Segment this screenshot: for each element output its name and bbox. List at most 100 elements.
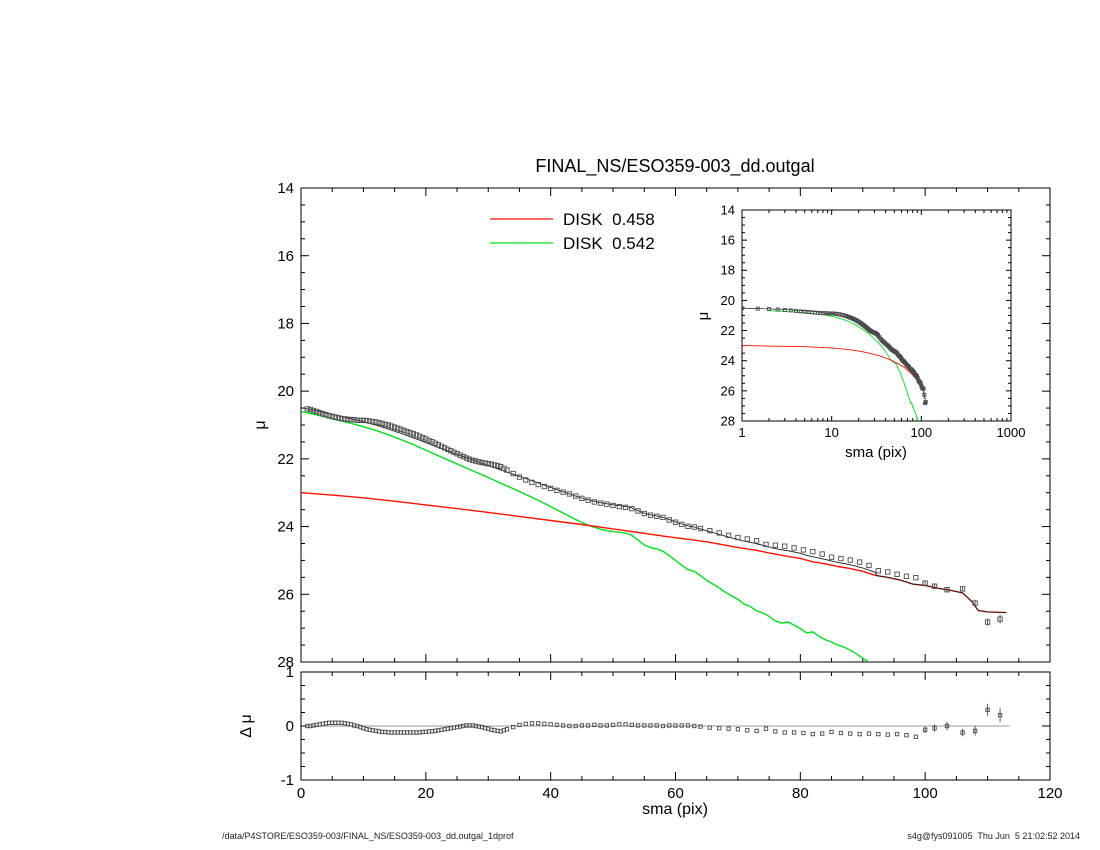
data-point-marker (404, 428, 410, 435)
data-point-marker (828, 554, 835, 560)
data-point-marker (441, 445, 448, 451)
data-point-marker (342, 416, 348, 422)
data-point-marker (716, 530, 722, 536)
inset-y-axis-title: μ (695, 312, 712, 321)
data-point-marker (572, 493, 579, 499)
data-point-marker (672, 519, 679, 525)
data-point-marker (800, 547, 807, 553)
residual-x-tick-label: 0 (297, 785, 305, 802)
data-point-marker (313, 408, 320, 415)
data-point-marker (654, 723, 659, 728)
residual-x-axis-title: sma (pix) (642, 801, 708, 818)
data-point-marker (825, 311, 830, 316)
data-point-marker (707, 725, 712, 730)
inset-observed-points (742, 306, 928, 406)
data-point-marker (535, 481, 541, 488)
data-point-marker (635, 508, 641, 514)
data-point-marker (438, 443, 445, 449)
data-point-marker (673, 723, 678, 728)
data-point-marker (494, 463, 501, 469)
data-point-marker (473, 458, 479, 464)
data-point-marker (579, 495, 585, 502)
data-point-marker (931, 583, 938, 589)
residual-y-tick-label: -1 (281, 772, 294, 789)
data-point-marker (604, 501, 610, 507)
data-point-marker (370, 418, 376, 425)
residual-y-axis-title: Δ μ (238, 714, 255, 737)
residual-x-tick-label: 80 (792, 785, 809, 802)
data-point-marker (985, 707, 990, 712)
data-point-marker (913, 575, 919, 581)
main-y-tick-label: 28 (277, 654, 294, 671)
residual-plot-frame (300, 671, 1051, 781)
data-point-marker (579, 723, 585, 728)
data-point-marker (744, 536, 750, 542)
inset-y-tick-label: 28 (721, 413, 735, 428)
disk2-model-line (301, 410, 871, 662)
residual-x-tick-labels: 0 20 40 60 80 100 120 (297, 785, 1063, 802)
data-point-marker (592, 722, 597, 728)
data-point-marker (984, 619, 991, 625)
data-point-marker (885, 569, 891, 575)
data-point-marker (679, 521, 685, 527)
data-point-marker (542, 721, 547, 726)
data-point-marker (972, 600, 978, 606)
footer-file-path: /data/P4STORE/ESO359-003/FINAL_NS/ESO359… (222, 831, 514, 841)
data-point-marker (791, 545, 797, 551)
data-point-marker (798, 309, 803, 314)
data-point-marker (820, 731, 825, 736)
data-point-marker (726, 726, 731, 731)
data-point-marker (642, 723, 647, 728)
data-point-marker (407, 430, 413, 436)
observed-profile-points (304, 406, 1003, 626)
data-point-marker (304, 406, 310, 412)
legend-label-disk1: DISK 0.458 (563, 210, 655, 229)
data-point-marker (516, 474, 523, 480)
data-point-marker (354, 417, 360, 423)
data-point-marker (838, 730, 844, 736)
data-point-marker (648, 723, 653, 728)
data-point-marker (310, 407, 317, 414)
data-point-marker (504, 727, 510, 732)
data-point-marker (466, 456, 473, 462)
data-point-marker (810, 548, 816, 555)
data-point-marker (819, 551, 825, 557)
inset-plot-frame (741, 209, 1012, 422)
data-point-marker (469, 457, 476, 463)
inset-disk2-line (768, 310, 919, 421)
data-point-marker (504, 467, 510, 473)
data-point-marker (617, 722, 622, 727)
data-point-marker (591, 499, 598, 505)
data-point-marker (685, 723, 691, 728)
inset-y-tick-label: 16 (721, 233, 735, 248)
data-point-marker (429, 439, 435, 445)
data-point-marker (755, 306, 760, 311)
data-point-marker (616, 503, 622, 510)
data-point-marker (426, 437, 432, 444)
data-point-marker (597, 500, 604, 506)
data-point-marker (944, 723, 950, 729)
legend: DISK 0.458 DISK 0.542 (490, 210, 655, 253)
inset-axis-ticks (741, 209, 1012, 422)
residual-points (305, 703, 1003, 739)
data-point-marker (460, 453, 466, 460)
data-point-marker (391, 424, 398, 430)
data-point-marker (357, 417, 363, 423)
inset-y-tick-label: 14 (721, 202, 735, 217)
data-point-marker (560, 489, 566, 495)
main-y-tick-label: 18 (277, 316, 294, 333)
data-point-marker (635, 723, 641, 728)
data-point-marker (454, 451, 460, 457)
residual-x-tick-label: 100 (913, 785, 938, 802)
data-point-marker (373, 419, 379, 425)
residual-y-tick-label: 0 (286, 718, 294, 735)
data-point-marker (866, 731, 872, 736)
data-point-marker (857, 731, 862, 737)
data-point-marker (997, 616, 1003, 622)
main-panel: 14 16 18 20 22 24 26 28 (277, 180, 1051, 671)
data-point-marker (335, 415, 342, 421)
data-point-marker (997, 713, 1003, 718)
inset-x-tick-label: 1000 (997, 425, 1026, 440)
data-point-marker (457, 452, 463, 458)
